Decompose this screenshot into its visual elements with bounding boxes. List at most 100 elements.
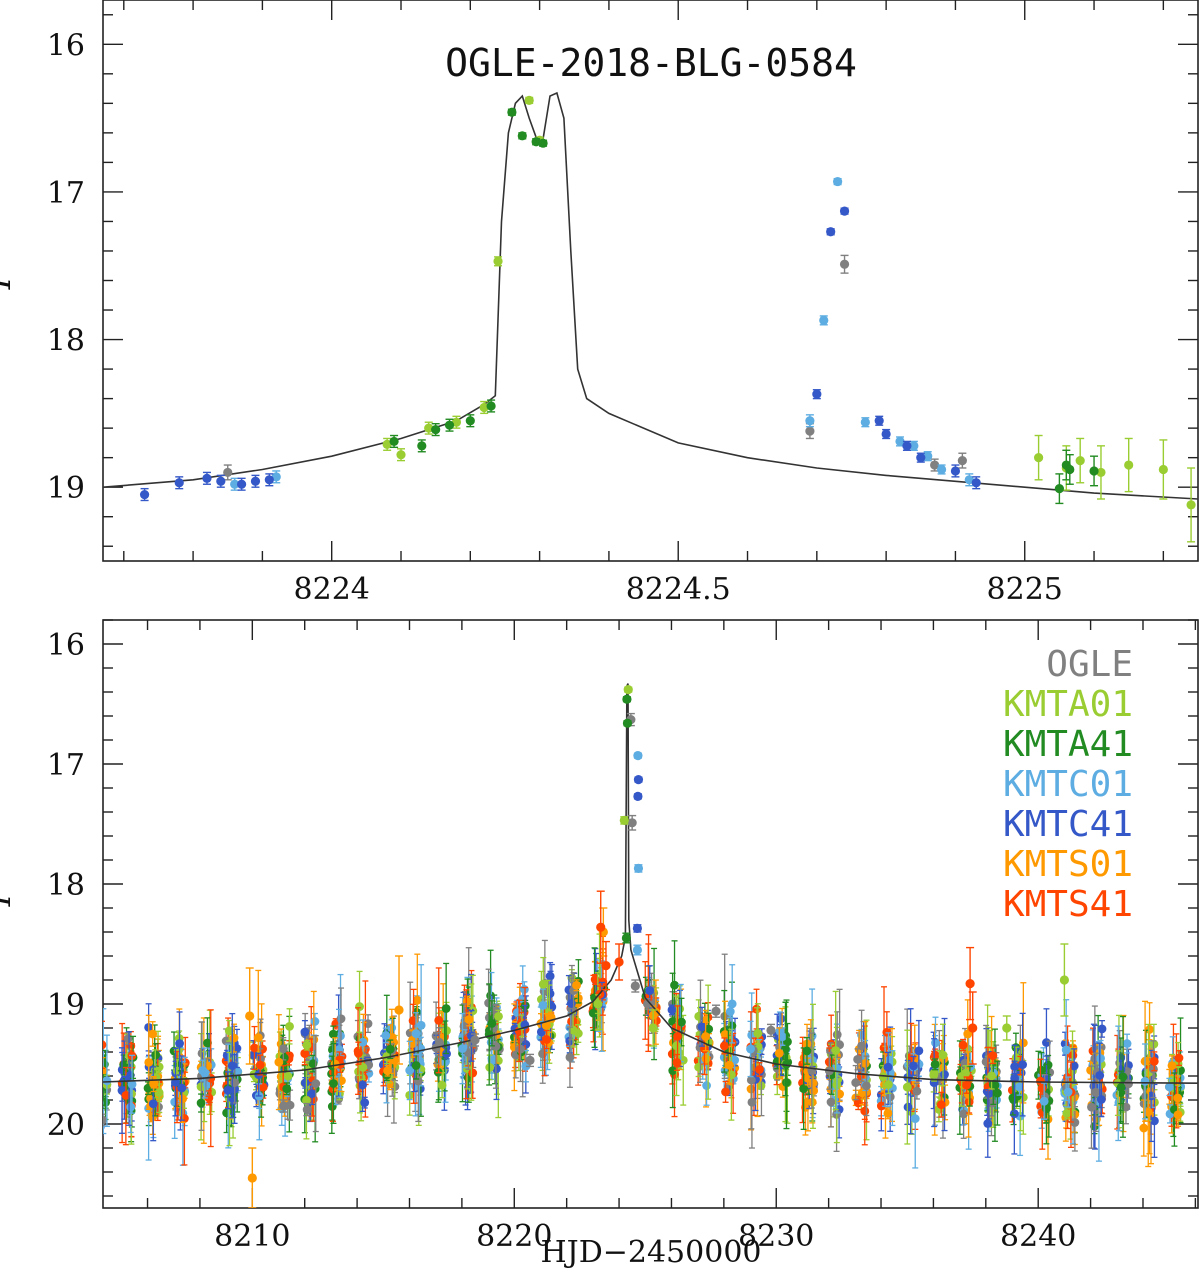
baseline-point (1124, 1068, 1133, 1099)
baseline-point (358, 1054, 368, 1081)
data-point-kmta41 (465, 414, 475, 428)
data-point-kmtc41 (237, 477, 247, 491)
baseline-point (103, 1062, 104, 1067)
data-point-kmta41 (531, 137, 541, 147)
baseline-point (274, 1014, 284, 1111)
baseline-point (857, 1009, 866, 1082)
baseline-point (468, 1047, 478, 1099)
data-point-kmta01 (396, 448, 406, 462)
baseline-point (747, 1055, 757, 1149)
data-point-kmta41 (517, 131, 527, 141)
legend-entry-kmta01: KMTA01 (1003, 684, 1133, 725)
baseline-point (200, 1047, 210, 1099)
data-point-kmta01 (382, 437, 392, 451)
data-point-kmta41 (622, 694, 632, 704)
data-point-kmta01 (1059, 943, 1069, 1017)
baseline-point (1096, 1081, 1106, 1118)
baseline-point (385, 1039, 395, 1060)
baseline-point (782, 999, 791, 1130)
chart-title: OGLE-2018-BLG-0584 (445, 41, 857, 85)
baseline-point (177, 1055, 187, 1121)
baseline-point (565, 1026, 575, 1088)
baseline-point (719, 1037, 729, 1055)
data-point-kmta41 (1065, 454, 1075, 485)
baseline-point (746, 1020, 755, 1078)
data-point-kmtc41 (971, 476, 981, 490)
data-point-kmtc41 (139, 487, 150, 502)
baseline-point (148, 1066, 158, 1142)
data-point-kmtc41 (902, 440, 912, 451)
data-point-kmtc41 (881, 428, 891, 440)
baseline-point (149, 1075, 159, 1093)
y-tick-label: 17 (47, 176, 85, 211)
baseline-point (411, 1012, 421, 1056)
baseline-point (1087, 1065, 1096, 1149)
data-point-ogle (279, 1099, 289, 1113)
baseline-point (673, 1005, 682, 1068)
data-point-kmtc41 (202, 471, 212, 485)
baseline-point (1039, 1082, 1049, 1121)
data-point-kmtc01 (271, 470, 281, 484)
baseline-point (1139, 1099, 1149, 1157)
baseline-point (720, 1000, 730, 1069)
data-point-kmta41 (389, 434, 399, 449)
baseline-point (1062, 1107, 1072, 1120)
bottom-baseline-points (103, 933, 1186, 1169)
baseline-point (940, 1017, 949, 1132)
data-point-kmts41 (968, 991, 978, 1065)
bottom-panel: 8210 8220 8230 8240 16 17 18 19 20 I HJD−245000… (0, 619, 1199, 1270)
baseline-point (311, 1034, 321, 1133)
baseline-point (1018, 982, 1028, 1104)
data-point-kmta01 (1158, 439, 1168, 500)
baseline-point (282, 1082, 292, 1096)
data-point-kmtc01 (632, 944, 643, 956)
baseline-point (538, 988, 548, 1023)
baseline-point (725, 1005, 735, 1019)
baseline-point (178, 1074, 188, 1123)
baseline-point (1121, 1089, 1131, 1125)
baseline-point (494, 1009, 503, 1024)
x-tick-label: 8225 (987, 572, 1063, 607)
top-y-tick-labels: 16 17 18 19 (47, 28, 85, 506)
data-point-kmtc01 (964, 473, 974, 487)
baseline-point (458, 1012, 467, 1085)
top-model-curve (103, 91, 1198, 500)
x-tick-label: 8224.5 (626, 572, 731, 607)
baseline-point (701, 1021, 711, 1052)
data-point-kmtc41 (874, 415, 884, 426)
top-x-tick-labels: 8224 8224.5 8225 (294, 572, 1063, 607)
data-point-kmta41 (538, 138, 548, 148)
data-point-kmtc01 (819, 315, 829, 326)
baseline-point (851, 1064, 861, 1101)
baseline-point (381, 1027, 391, 1044)
baseline-point (255, 1054, 265, 1076)
bottom-y-tick-labels: 16 17 18 19 20 (47, 628, 85, 1143)
baseline-point (983, 1089, 993, 1158)
baseline-point (697, 1006, 707, 1047)
data-point-kmta01 (1002, 1015, 1012, 1041)
baseline-point (227, 1012, 237, 1119)
data-point-kmts01 (245, 967, 255, 1065)
y-tick-label: 18 (47, 868, 85, 903)
data-point-kmta41 (417, 439, 427, 453)
baseline-point (672, 995, 681, 1097)
baseline-point (755, 1062, 764, 1077)
baseline-point (909, 1055, 918, 1076)
data-point-kmtc41 (632, 923, 643, 934)
data-point-ogle (930, 458, 940, 472)
data-point-kmta01 (1186, 467, 1196, 543)
data-point-ogle (766, 1023, 776, 1038)
data-point-kmta41 (431, 423, 441, 437)
top-panel: 8224 8224.5 8225 16 17 18 19 OGLE-2018-BLG-05… (0, 0, 1199, 607)
top-ticks (103, 0, 1198, 561)
data-point-ogle (302, 1102, 312, 1117)
baseline-point (127, 1054, 137, 1114)
baseline-point (988, 1047, 998, 1065)
data-point-kmta41 (444, 418, 455, 432)
data-point-kmtc41 (174, 476, 184, 490)
data-point-kmta41 (621, 932, 631, 944)
data-point-ogle (711, 1004, 721, 1018)
data-point-kmta01 (1034, 434, 1044, 481)
baseline-point (802, 1037, 812, 1065)
